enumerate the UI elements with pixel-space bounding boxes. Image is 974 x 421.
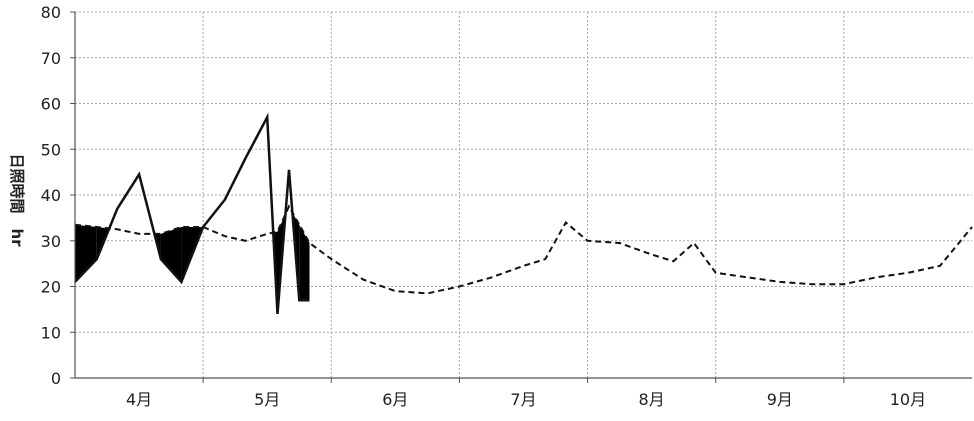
y-tick-label: 70	[41, 49, 61, 68]
deficit-area	[277, 206, 289, 314]
y-tick-label: 80	[41, 3, 61, 22]
y-tick-label: 20	[41, 278, 61, 297]
y-tick-labels: 0 10 20 30 40 50 60 70 80	[41, 3, 61, 388]
grid-lines	[75, 11, 972, 378]
deficit-area	[75, 224, 97, 282]
series-lines	[74, 112, 973, 315]
x-tick-label: 5月	[254, 390, 280, 409]
x-tick-label: 8月	[639, 390, 665, 409]
deficit-area	[96, 227, 118, 260]
x-tick-label: 10月	[890, 390, 926, 409]
x-tick-label: 4月	[126, 390, 152, 409]
y-tick-label: 60	[41, 95, 61, 114]
deficit-area	[160, 227, 182, 282]
y-tick-label: 0	[51, 369, 61, 388]
x-tick-label: 7月	[510, 390, 536, 409]
axes	[70, 11, 972, 383]
deficit-area	[299, 224, 310, 301]
x-tick-label: 9月	[767, 390, 793, 409]
deficit-area	[139, 233, 161, 260]
actual-line	[74, 112, 310, 314]
y-tick-label: 40	[41, 186, 61, 205]
y-tick-label: 50	[41, 140, 61, 159]
y-tick-label: 10	[41, 323, 61, 342]
deficit-area	[289, 206, 300, 301]
y-tick-label: 30	[41, 232, 61, 251]
x-tick-label: 6月	[382, 390, 408, 409]
y-axis-label: 日照時間 hr	[8, 153, 26, 247]
x-tick-labels: 4月 5月 6月 7月 8月 9月 10月	[126, 390, 926, 409]
